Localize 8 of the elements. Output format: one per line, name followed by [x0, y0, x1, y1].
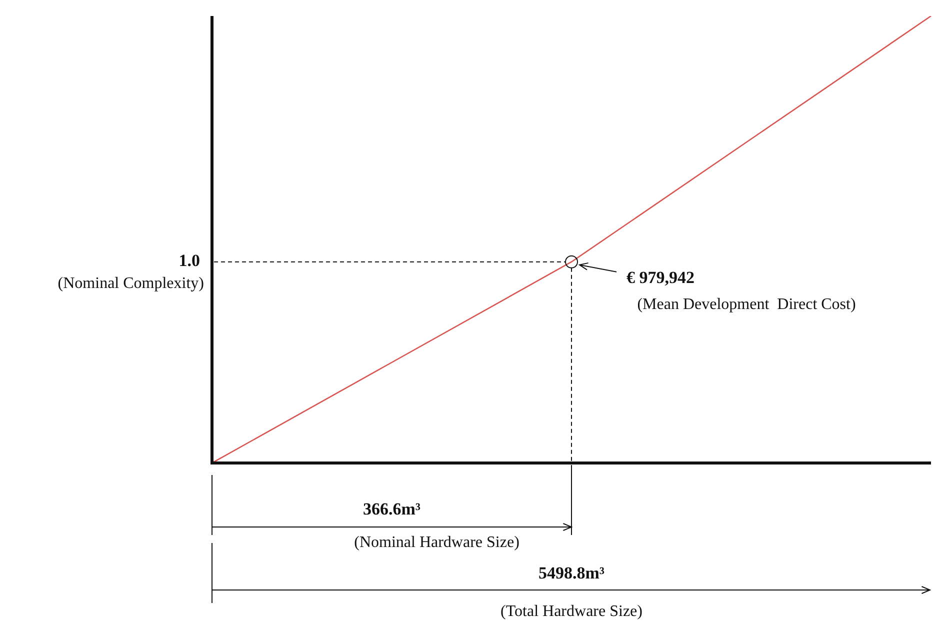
annotation: € 979,942 — [626, 268, 694, 288]
text: 5498.8m³ — [538, 563, 605, 582]
text: 366.6m³ — [362, 499, 421, 518]
annotation: (Mean Development Direct Cost) — [637, 296, 856, 314]
text: (Total Hardware Size) — [500, 603, 642, 620]
text: 1.0 — [178, 251, 200, 270]
text: (Nominal Complexity) — [58, 275, 204, 292]
text: (Nominal Hardware Size) — [354, 534, 520, 552]
